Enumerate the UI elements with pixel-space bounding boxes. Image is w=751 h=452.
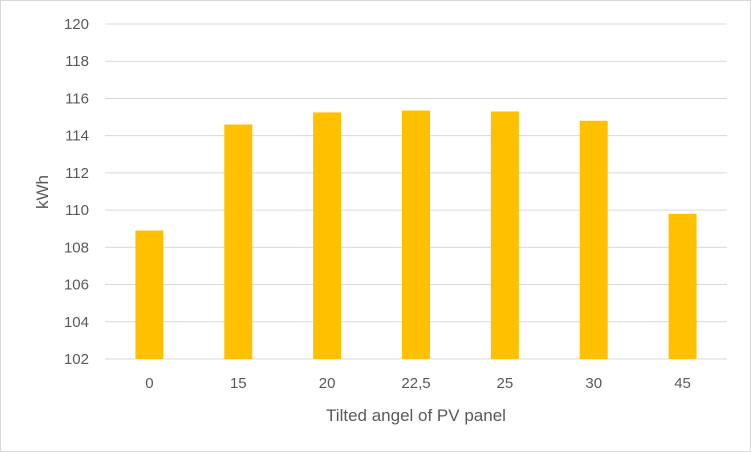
x-tick-label: 15 [230, 375, 247, 392]
x-tick-label: 0 [145, 375, 153, 392]
bar-15 [224, 124, 253, 359]
x-tick-label: 45 [674, 375, 691, 392]
y-tick-label: 116 [65, 90, 89, 107]
y-tick-label: 114 [65, 128, 89, 145]
y-tick-label: 104 [64, 314, 89, 331]
bars [135, 110, 697, 360]
x-tick-label: 20 [319, 375, 336, 392]
y-tick-label: 102 [64, 351, 89, 368]
y-tick-label: 112 [65, 165, 89, 182]
y-tick-label: 118 [65, 53, 89, 70]
y-tick-label: 110 [65, 202, 89, 219]
x-axis-ticks: 0 15 20 22,5 25 30 45 [145, 375, 691, 392]
bar-0 [135, 230, 164, 359]
x-tick-label: 22,5 [401, 375, 430, 392]
bar-20 [313, 112, 342, 360]
x-tick-label: 30 [585, 375, 602, 392]
bar-25 [490, 111, 519, 359]
y-axis-ticks: 102 104 106 108 110 112 114 116 118 120 [64, 16, 89, 368]
y-tick-label: 120 [64, 16, 89, 33]
bar-22,5 [402, 110, 430, 360]
x-tick-label: 25 [497, 375, 514, 392]
bar-45 [668, 213, 697, 359]
y-tick-label: 106 [64, 277, 89, 294]
y-axis-title: kWh [33, 175, 52, 209]
bar-30 [579, 120, 608, 360]
y-tick-label: 108 [64, 239, 89, 256]
x-axis-title: Tilted angel of PV panel [326, 406, 506, 425]
